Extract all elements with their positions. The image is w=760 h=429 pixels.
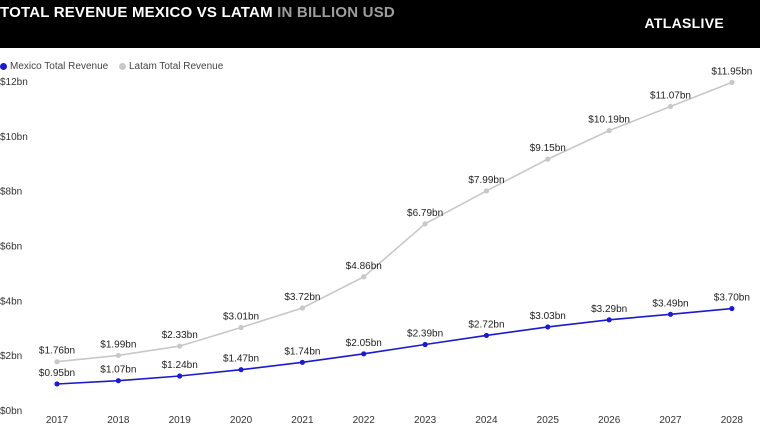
data-point-mexico <box>483 332 490 339</box>
data-point-latam <box>667 103 674 110</box>
data-label-latam: $9.15bn <box>530 143 566 154</box>
x-tick-label: 2024 <box>475 415 498 426</box>
data-label-mexico: $3.03bn <box>530 311 566 322</box>
chart-header: TOTAL REVENUE MEXICO VS LATAM IN BILLION… <box>0 0 760 48</box>
data-point-mexico <box>299 359 305 365</box>
y-tick-label: $10bn <box>0 132 28 143</box>
data-point-mexico <box>606 317 612 323</box>
data-point-latam <box>177 343 183 349</box>
x-tick-label: 2017 <box>46 415 69 426</box>
legend-item-latam[interactable]: Latam Total Revenue <box>118 61 224 72</box>
chart-title: TOTAL REVENUE MEXICO VS LATAM IN BILLION… <box>0 4 395 21</box>
y-tick-label: $8bn <box>0 187 22 198</box>
data-label-mexico: $1.24bn <box>162 360 198 371</box>
data-label-latam: $6.79bn <box>407 208 443 219</box>
data-point-latam <box>115 352 121 359</box>
data-label-mexico: $3.49bn <box>652 298 688 309</box>
data-label-latam: $2.33bn <box>162 330 198 341</box>
data-label-mexico: $0.95bn <box>39 368 75 379</box>
data-point-latam <box>238 324 244 331</box>
x-tick-label: 2023 <box>414 415 437 426</box>
series-line-mexico <box>56 307 732 385</box>
data-label-latam: $3.01bn <box>223 311 259 322</box>
y-tick-label: $6bn <box>0 242 22 253</box>
x-tick-label: 2018 <box>107 415 130 426</box>
data-point-mexico <box>422 341 428 348</box>
x-tick-label: 2027 <box>659 415 682 426</box>
y-tick-label: $4bn <box>0 296 22 307</box>
series-line-latam <box>56 81 733 363</box>
data-point-latam <box>54 359 60 365</box>
data-label-mexico: $3.70bn <box>714 293 750 304</box>
data-point-mexico <box>238 367 244 373</box>
y-tick-label: $12bn <box>0 77 28 88</box>
legend-label-latam: Latam Total Revenue <box>128 61 224 72</box>
data-label-latam: $11.07bn <box>650 90 691 101</box>
data-label-mexico: $1.07bn <box>100 365 136 376</box>
data-point-latam <box>545 156 551 162</box>
data-label-latam: $1.99bn <box>100 339 136 350</box>
chart-legend: Mexico Total Revenue Latam Total Revenue <box>0 61 231 72</box>
data-label-mexico: $1.47bn <box>223 354 259 365</box>
data-point-latam <box>606 128 612 134</box>
data-label-mexico: $2.05bn <box>346 338 382 349</box>
data-point-latam <box>422 221 428 227</box>
data-label-latam: $1.76bn <box>39 346 75 357</box>
x-tick-label: 2020 <box>230 415 253 426</box>
x-tick-label: 2022 <box>353 415 376 426</box>
x-tick-label: 2028 <box>721 415 744 426</box>
data-point-mexico <box>115 378 121 384</box>
chart-title-main: TOTAL REVENUE MEXICO VS LATAM <box>0 4 273 21</box>
data-point-latam <box>483 188 490 194</box>
data-point-mexico <box>177 373 183 379</box>
data-label-mexico: $3.29bn <box>591 304 627 315</box>
data-point-mexico <box>54 381 60 387</box>
data-label-latam: $7.99bn <box>468 175 504 186</box>
data-point-mexico <box>361 351 367 357</box>
x-tick-label: 2021 <box>291 415 314 426</box>
data-label-latam: $10.19bn <box>588 115 630 126</box>
data-point-mexico <box>667 311 674 317</box>
data-point-mexico <box>545 324 551 330</box>
data-point-latam <box>729 79 735 85</box>
chart-title-unit: IN BILLION USD <box>277 4 395 21</box>
x-tick-label: 2025 <box>537 415 560 426</box>
data-point-latam <box>299 305 305 311</box>
legend-marker-mexico <box>0 62 7 70</box>
x-tick-label: 2026 <box>598 415 621 426</box>
legend-item-mexico[interactable]: Mexico Total Revenue <box>0 61 108 72</box>
data-label-mexico: $2.39bn <box>407 328 443 339</box>
data-point-mexico <box>729 305 735 312</box>
legend-label-mexico: Mexico Total Revenue <box>10 61 109 72</box>
data-point-latam <box>361 274 367 280</box>
data-label-latam: $4.86bn <box>346 261 382 272</box>
y-tick-label: $2bn <box>0 351 22 362</box>
data-label-latam: $3.72bn <box>284 292 320 303</box>
data-label-mexico: $1.74bn <box>284 346 320 357</box>
x-tick-label: 2019 <box>169 415 192 426</box>
y-tick-label: $0bn <box>0 406 22 417</box>
legend-marker-latam <box>118 62 126 70</box>
brand-logo: ATLASLIVE <box>644 15 724 31</box>
data-label-mexico: $2.72bn <box>468 319 504 330</box>
data-label-latam: $11.95bn <box>711 66 752 77</box>
